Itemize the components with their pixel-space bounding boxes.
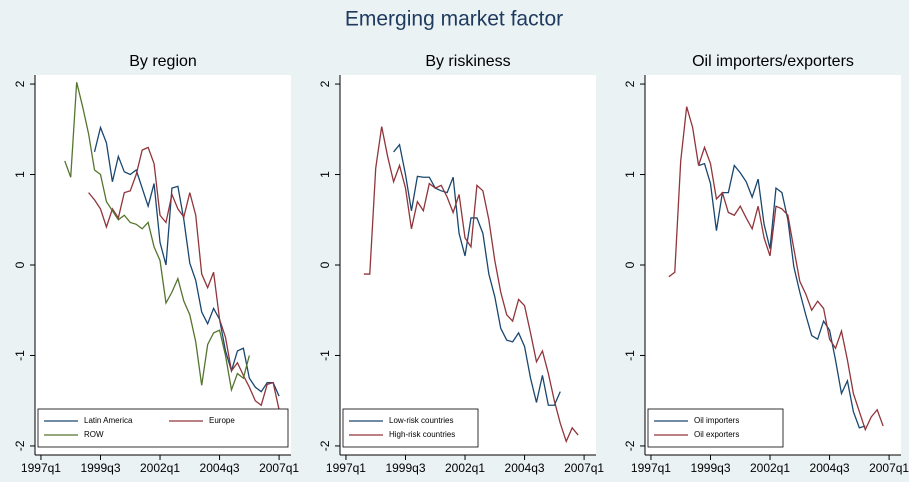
x-tick-label: 2002q1 xyxy=(750,461,790,475)
series-line xyxy=(64,82,250,393)
legend-box xyxy=(342,408,479,448)
x-tick-label: 2007q1 xyxy=(259,461,299,475)
y-tick-label: -2 xyxy=(318,440,332,451)
x-tick-label: 2002q1 xyxy=(445,461,485,475)
x-tick-label: 2004q3 xyxy=(505,461,545,475)
series-line xyxy=(668,106,884,432)
legend-label: High-risk countries xyxy=(389,430,455,439)
y-tick-label: 0 xyxy=(318,261,332,268)
legend-label: Low-risk countries xyxy=(389,416,453,425)
x-tick-label: 2002q1 xyxy=(140,461,180,475)
panel-title: Oil importers/exporters xyxy=(692,53,854,70)
x-tick-label: 1999q3 xyxy=(690,461,730,475)
y-tick-label: 2 xyxy=(13,80,27,87)
x-tick-label: 2007q1 xyxy=(564,461,604,475)
legend-label: Latin America xyxy=(84,416,133,425)
series-line xyxy=(393,143,561,406)
y-tick-label: -2 xyxy=(13,440,27,451)
legend-label: Oil exporters xyxy=(694,430,739,439)
y-tick-label: -1 xyxy=(623,350,637,361)
plot-area xyxy=(35,75,291,455)
y-tick-label: 0 xyxy=(13,261,27,268)
series-line xyxy=(363,126,579,444)
y-tick-label: -2 xyxy=(623,440,637,451)
chart-title: Emerging market factor xyxy=(345,8,563,31)
legend-label: Europe xyxy=(209,416,235,425)
panel-title: By region xyxy=(129,53,197,70)
x-tick-label: 2007q1 xyxy=(869,461,909,475)
y-tick-label: 2 xyxy=(623,80,637,87)
y-tick-label: -1 xyxy=(13,350,27,361)
y-tick-label: 0 xyxy=(623,261,637,268)
panel-title: By riskiness xyxy=(425,53,510,70)
y-tick-label: -1 xyxy=(318,350,332,361)
plot-area xyxy=(340,75,596,455)
y-tick-label: 1 xyxy=(623,171,637,178)
x-tick-label: 1997q1 xyxy=(21,461,61,475)
x-tick-label: 2004q3 xyxy=(200,461,240,475)
x-tick-label: 2004q3 xyxy=(810,461,850,475)
legend-box xyxy=(37,408,289,448)
x-tick-label: 1999q3 xyxy=(80,461,120,475)
x-tick-label: 1997q1 xyxy=(631,461,671,475)
x-tick-label: 1997q1 xyxy=(326,461,366,475)
y-tick-label: 1 xyxy=(318,171,332,178)
y-tick-label: 2 xyxy=(318,80,332,87)
series-line xyxy=(698,162,866,429)
x-tick-label: 1999q3 xyxy=(385,461,425,475)
legend-label: Oil importers xyxy=(694,416,739,425)
legend-label: ROW xyxy=(84,430,104,439)
series-line xyxy=(93,125,280,397)
plot-area xyxy=(645,75,901,455)
series-line xyxy=(88,146,280,410)
legend-box xyxy=(647,408,784,448)
y-tick-label: 1 xyxy=(13,171,27,178)
